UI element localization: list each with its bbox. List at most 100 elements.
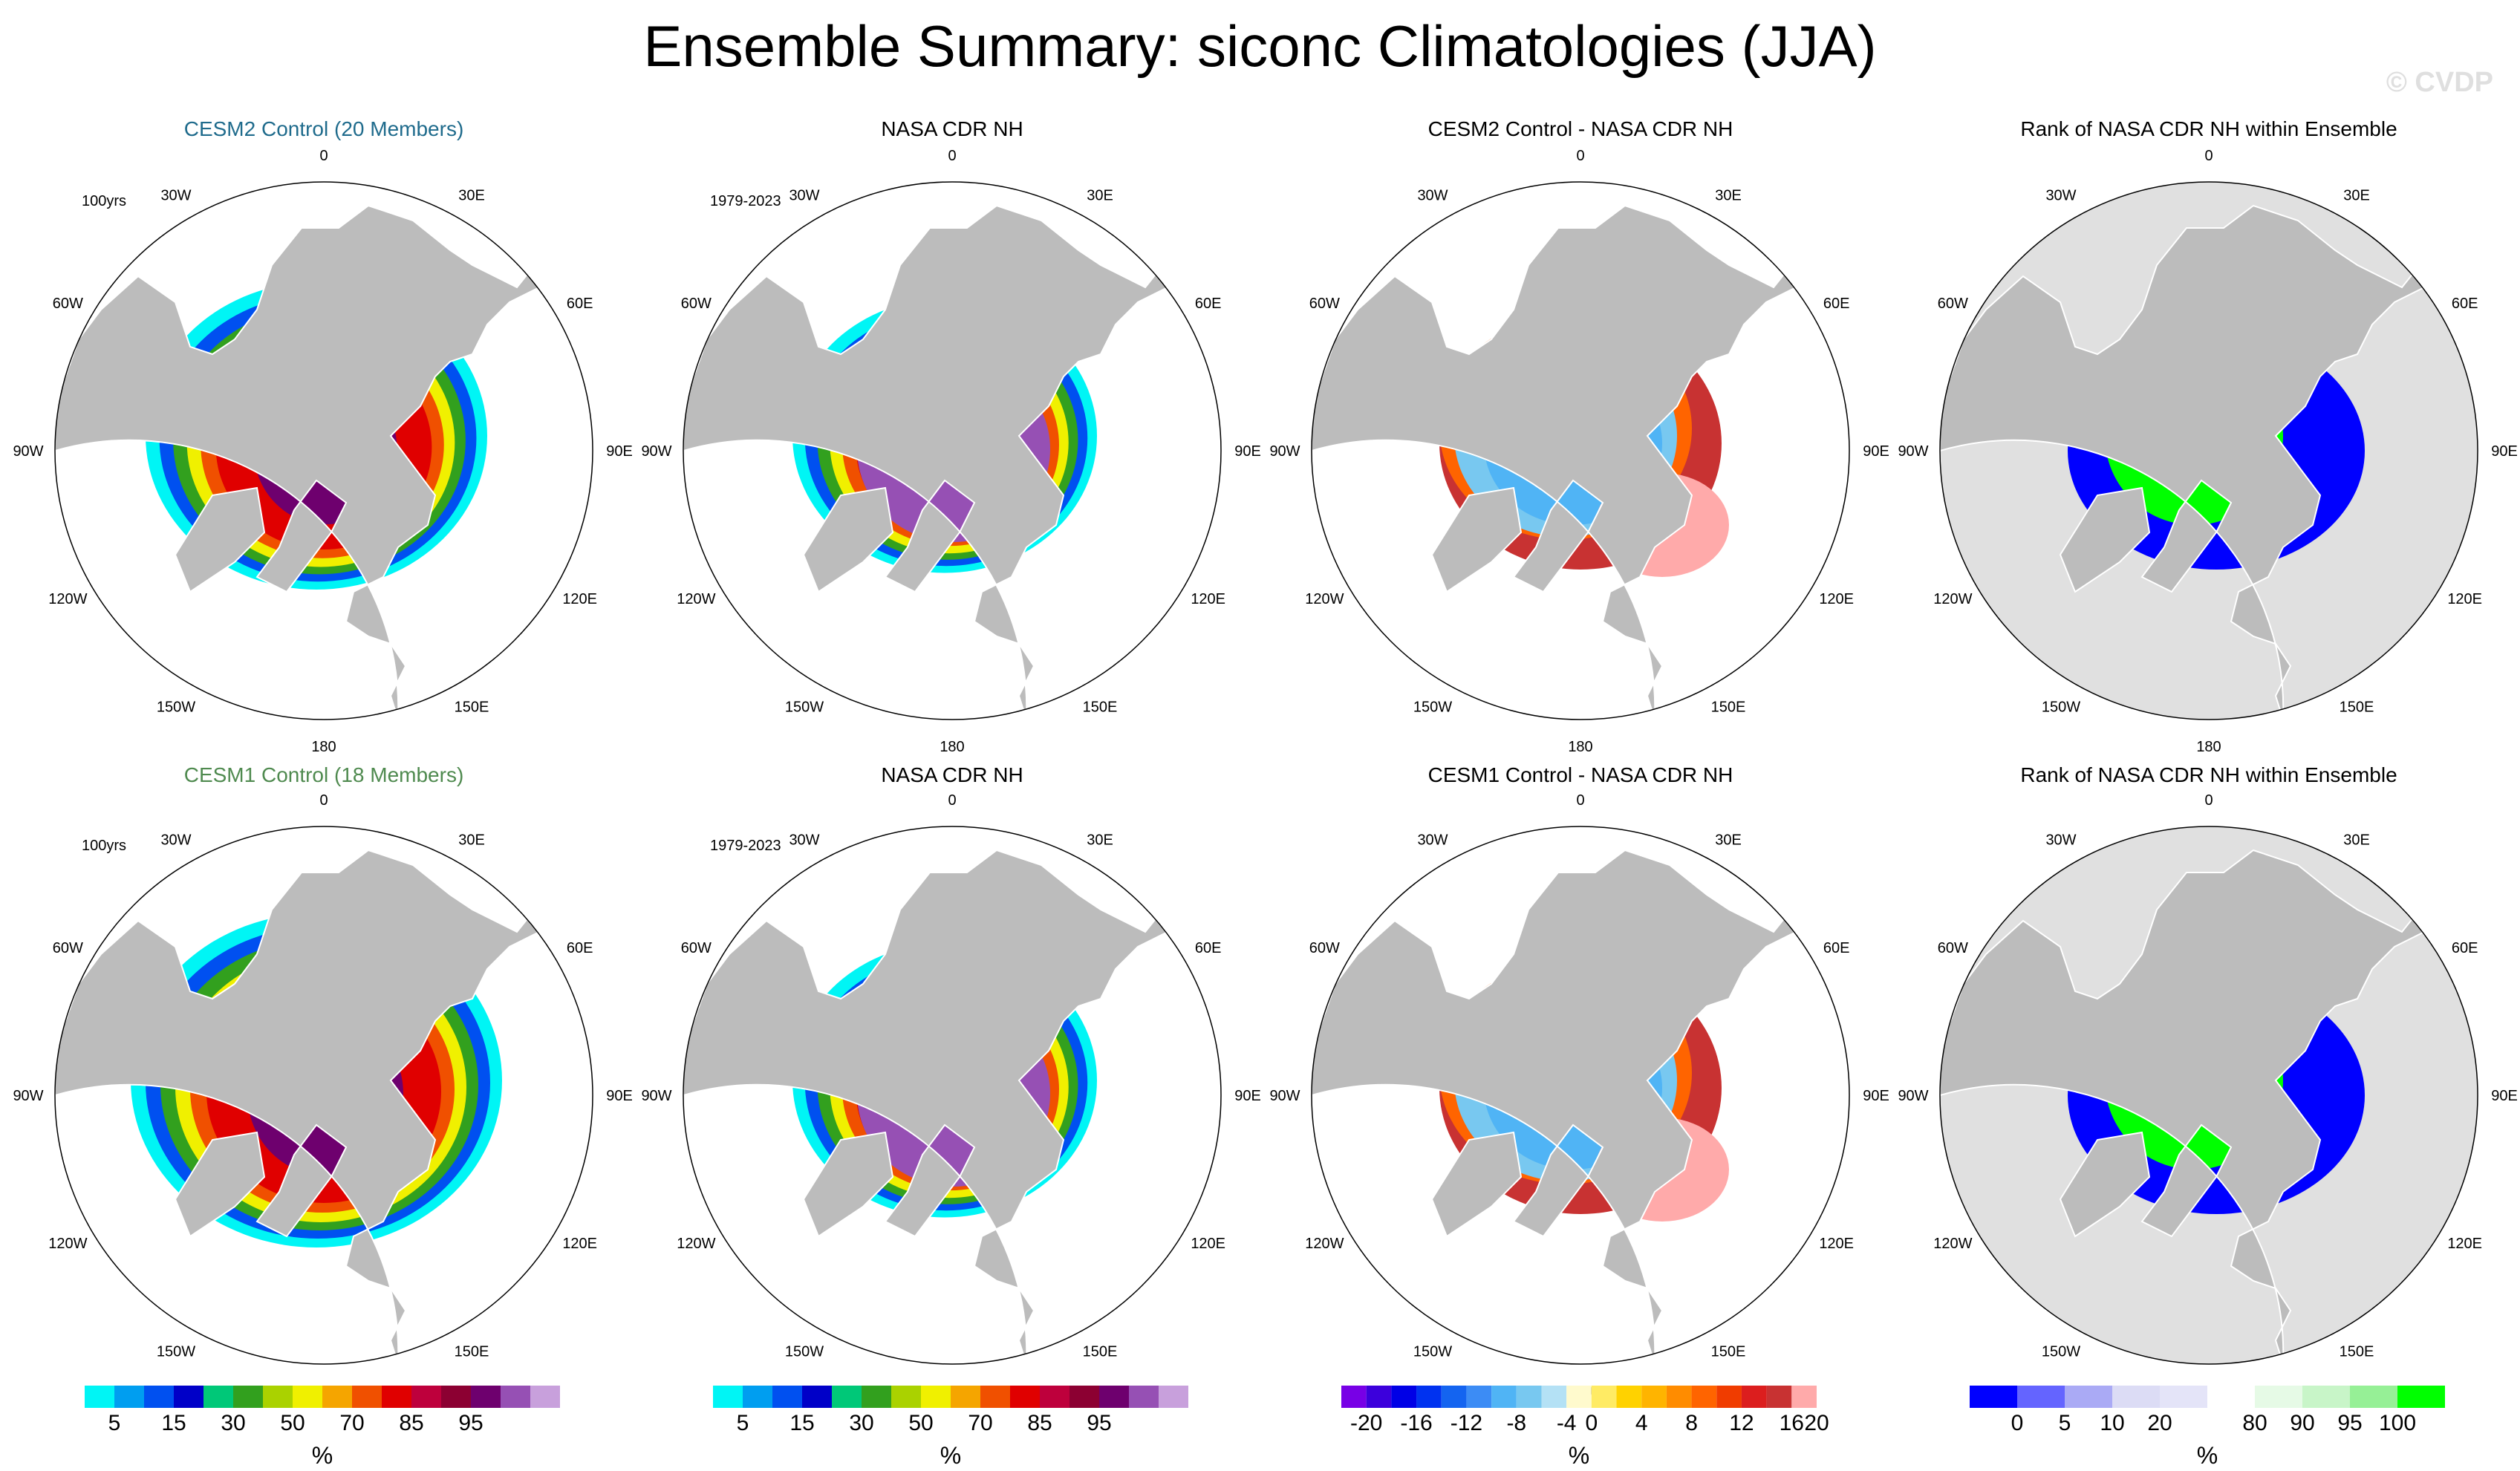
colorbar-box xyxy=(1391,1386,1417,1408)
lon-label: 30W xyxy=(789,832,819,848)
lon-label: 30W xyxy=(2045,832,2076,848)
lon-label: 90W xyxy=(641,443,671,460)
colorbar-3: -20 -16 -12 -8 -4 0 4 8 12 16 20% xyxy=(1341,1386,1829,1469)
lon-label: 90E xyxy=(606,1088,633,1104)
lon-label: 30E xyxy=(2343,832,2370,848)
lon-label: 60W xyxy=(681,296,712,312)
lon-label: 150W xyxy=(2042,1344,2080,1360)
colorbar-box xyxy=(501,1386,530,1408)
panel-title: CESM1 Control - NASA CDR NH xyxy=(1428,763,1733,786)
panel-period-label: 100yrs xyxy=(82,193,126,209)
lon-label: 150W xyxy=(157,699,195,716)
colorbar-box xyxy=(1791,1386,1817,1408)
lon-label: 90W xyxy=(1898,1088,1928,1104)
colorbar-box xyxy=(1691,1386,1717,1408)
figure-title: Ensemble Summary: siconc Climatologies (… xyxy=(643,13,1877,79)
lon-label: 0 xyxy=(948,792,956,809)
colorbar-box xyxy=(832,1386,862,1408)
lon-label: 120E xyxy=(2447,1236,2482,1252)
lon-label: 150W xyxy=(785,699,824,716)
colorbar-box xyxy=(1366,1386,1392,1408)
colorbar-box xyxy=(144,1386,174,1408)
colorbar-box xyxy=(2397,1386,2445,1408)
colorbar-tick-label: 80 xyxy=(2242,1411,2267,1435)
panel-title: NASA CDR NH xyxy=(881,763,1023,786)
colorbar-box xyxy=(1566,1386,1592,1408)
lon-label: 60W xyxy=(681,940,712,956)
colorbar-box xyxy=(1341,1386,1367,1408)
colorbar-tick-label: 20 xyxy=(1804,1411,1829,1435)
colorbar-tick-label: 0 xyxy=(1585,1411,1598,1435)
lon-label: 150W xyxy=(1413,1344,1452,1360)
colorbar-tick-label: 0 xyxy=(2011,1411,2024,1435)
map-panel-6: NASA CDR NH1979-2023180150E120E90E60E30E… xyxy=(641,763,1260,1400)
colorbar-box xyxy=(1541,1386,1567,1408)
cvdp-watermark: © CVDP xyxy=(2386,67,2493,98)
lon-label: 150W xyxy=(157,1344,195,1360)
colorbar-4: 0 5 10 20 80 90 95 100% xyxy=(1970,1386,2445,1469)
map-boundary xyxy=(1311,181,1850,720)
colorbar-box xyxy=(1416,1386,1442,1408)
map-boundary xyxy=(54,826,593,1365)
colorbar-box xyxy=(2112,1386,2160,1408)
lon-label: 60E xyxy=(567,940,593,956)
colorbar-tick-label: 15 xyxy=(789,1411,814,1435)
colorbar-box xyxy=(2255,1386,2302,1408)
colorbar-box xyxy=(1716,1386,1742,1408)
lon-label: 90W xyxy=(13,443,43,460)
colorbar-box xyxy=(322,1386,352,1408)
colorbar-box xyxy=(1591,1386,1617,1408)
colorbar-box xyxy=(1516,1386,1542,1408)
panel-title: CESM1 Control (18 Members) xyxy=(184,763,464,786)
lon-label: 180 xyxy=(940,739,964,755)
lon-label: 120W xyxy=(1933,1236,1972,1252)
colorbar-box xyxy=(921,1386,951,1408)
colorbar-box xyxy=(1129,1386,1159,1408)
lon-label: 0 xyxy=(1576,148,1584,164)
map-boundary xyxy=(1939,826,2478,1365)
lon-label: 120E xyxy=(1819,591,1854,607)
lon-label: 30E xyxy=(458,832,485,848)
lon-label: 60E xyxy=(2452,940,2478,956)
colorbar-box xyxy=(382,1386,411,1408)
lon-label: 120E xyxy=(1191,1236,1225,1252)
panel-period-label: 100yrs xyxy=(82,838,126,854)
lon-label: 150E xyxy=(1711,1344,1746,1360)
colorbar-box xyxy=(85,1386,114,1408)
colorbar-tick-label: 85 xyxy=(1027,1411,1052,1435)
colorbar-tick-label: 50 xyxy=(908,1411,933,1435)
colorbar-box xyxy=(2207,1386,2255,1408)
panel-period-label: 1979-2023 xyxy=(710,193,781,209)
colorbar-units: % xyxy=(940,1442,961,1469)
colorbar-box xyxy=(233,1386,263,1408)
lon-label: 150E xyxy=(1083,1344,1118,1360)
lon-label: 90W xyxy=(1269,443,1300,460)
colorbar-tick-label: 70 xyxy=(968,1411,992,1435)
colorbar-tick-label: 70 xyxy=(339,1411,364,1435)
colorbar-box xyxy=(980,1386,1010,1408)
lon-label: 150E xyxy=(1083,699,1118,716)
lon-label: 0 xyxy=(1576,792,1584,809)
colorbar-box xyxy=(2302,1386,2350,1408)
map-panels: CESM2 Control (20 Members) 100yrs 180 150E 1… xyxy=(13,117,2517,1400)
panel-title: NASA CDR NH xyxy=(881,117,1023,140)
map-panel-4: Rank of NASA CDR NH within Ensemble 180 15… xyxy=(1898,117,2517,755)
lon-label: 30E xyxy=(458,187,485,203)
map-boundary xyxy=(683,181,1222,720)
lon-label: 90W xyxy=(1898,443,1928,460)
lon-label: 0 xyxy=(2204,792,2213,809)
colorbar-box xyxy=(114,1386,144,1408)
colorbar-units: % xyxy=(1569,1442,1589,1469)
map-panel-5: CESM1 Control (18 Members)100yrs180150E1… xyxy=(13,763,632,1400)
colorbar-tick-label: 30 xyxy=(221,1411,245,1435)
lon-label: 0 xyxy=(319,148,328,164)
lon-label: 60W xyxy=(53,296,83,312)
colorbar-box xyxy=(530,1386,560,1408)
lon-label: 0 xyxy=(2204,148,2213,164)
colorbar-tick-label: 8 xyxy=(1685,1411,1698,1435)
colorbar-units: % xyxy=(312,1442,333,1469)
panel-period-label: 1979-2023 xyxy=(710,838,781,854)
colorbar-1: 5 15 30 50 70 85 95% xyxy=(85,1386,560,1469)
colorbar-box xyxy=(204,1386,233,1408)
colorbar-tick-label: -4 xyxy=(1557,1411,1577,1435)
